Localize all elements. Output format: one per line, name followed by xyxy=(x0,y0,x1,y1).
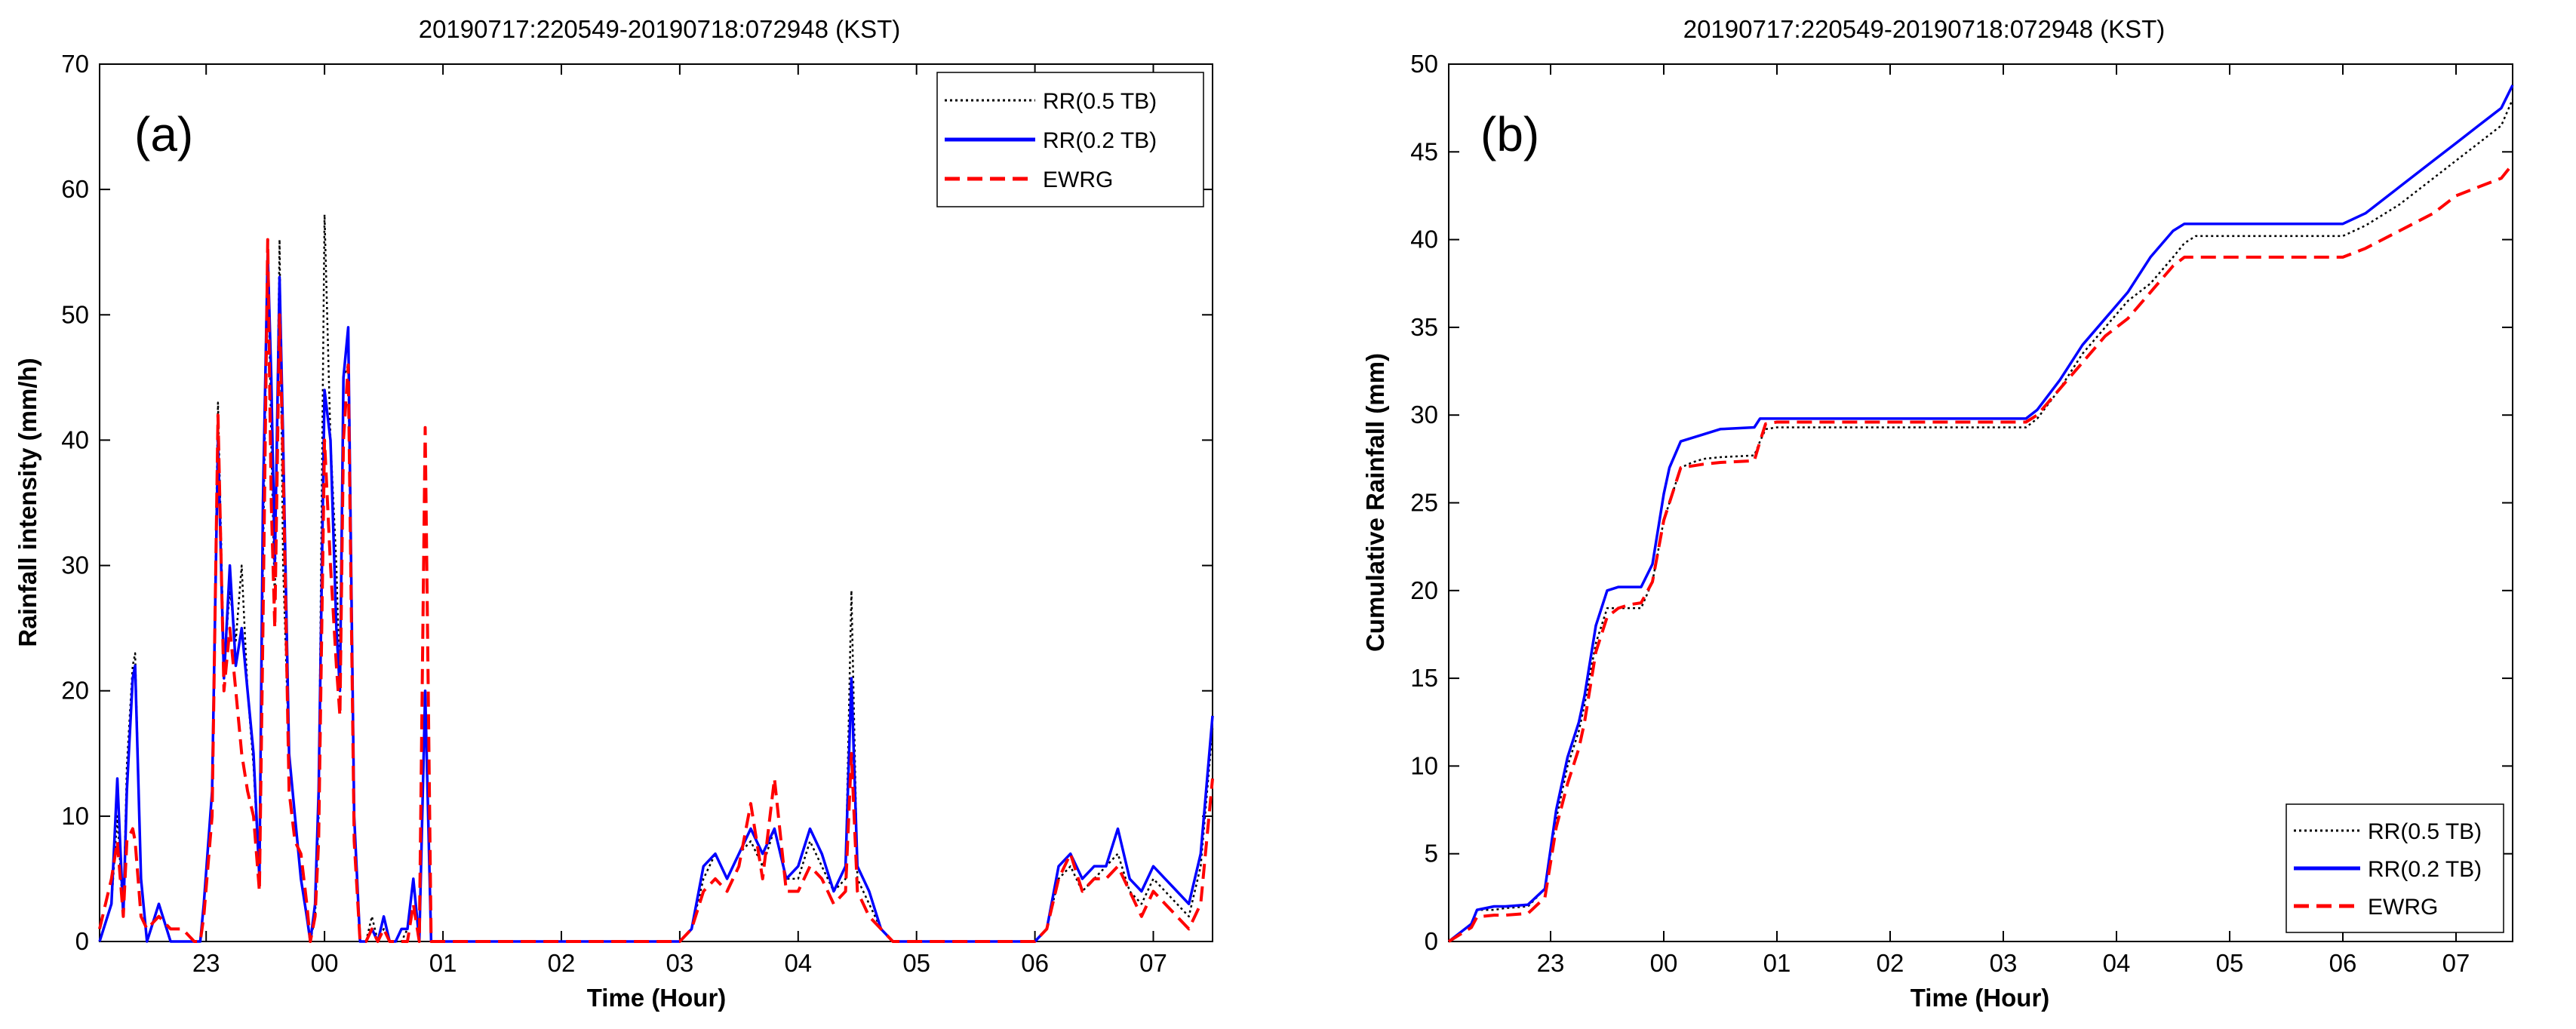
chart-b-ytick-label: 35 xyxy=(1410,313,1438,341)
chart-a-xtick-label: 05 xyxy=(902,949,930,977)
chart-a-legend: RR(0.5 TB) RR(0.2 TB) EWRG xyxy=(936,72,1204,207)
chart-a-xtick-label: 01 xyxy=(429,949,457,977)
chart-b-ytick-label: 25 xyxy=(1410,489,1438,517)
chart-a-ytick-label: 30 xyxy=(61,551,89,579)
chart-a-ytick-label: 10 xyxy=(61,802,89,830)
chart-b-ytick-label: 40 xyxy=(1410,226,1438,253)
chart-a-xtick-label: 03 xyxy=(666,949,694,977)
chart-a-legend-label-ewrg: EWRG xyxy=(1043,167,1113,192)
chart-a-ytick-label: 60 xyxy=(61,175,89,203)
chart-a-ytick-label: 20 xyxy=(61,677,89,705)
chart-b-legend-label-rr05: RR(0.5 TB) xyxy=(2368,819,2482,844)
chart-b-series-ewrg xyxy=(1447,163,2514,943)
chart-a-series xyxy=(98,213,1214,943)
chart-b-series-rr-0-2-tb xyxy=(1447,84,2514,943)
chart-b-ytick-label: 0 xyxy=(1425,927,1438,955)
chart-b-xtick-label: 04 xyxy=(2103,949,2131,977)
chart-b-legend-label-ewrg: EWRG xyxy=(2368,895,2438,920)
chart-b-xtick-label: 23 xyxy=(1537,949,1565,977)
chart-a-ytick-label: 0 xyxy=(75,927,89,955)
chart-b-title: 20190717:220549-20190718:072948 (KST) xyxy=(1683,15,2166,43)
chart-b-xtick-label: 06 xyxy=(2329,949,2357,977)
chart-b-xtick-label: 02 xyxy=(1877,949,1904,977)
chart-a-legend-label-rr02: RR(0.2 TB) xyxy=(1043,128,1157,153)
chart-b-series xyxy=(1447,84,2514,943)
chart-b-legend: RR(0.5 TB) RR(0.2 TB) EWRG xyxy=(2286,803,2504,933)
chart-a-series-rr-0-5-tb xyxy=(98,213,1214,943)
chart-b-plot-area xyxy=(1448,63,2513,942)
chart-b-xtick-label: 05 xyxy=(2216,949,2244,977)
chart-a-xtick-label: 00 xyxy=(311,949,339,977)
panel-a: 20190717:220549-20190718:072948 (KST) 23… xyxy=(14,15,1214,1012)
panel-b: 20190717:220549-20190718:072948 (KST) 23… xyxy=(1361,15,2514,1012)
chart-b-ytick-label: 5 xyxy=(1425,840,1438,868)
chart-b-ylabel: Cumulative Rainfall (mm) xyxy=(1361,353,1389,652)
chart-b-ytick-label: 50 xyxy=(1410,50,1438,78)
chart-a-panel-tag: (a) xyxy=(134,107,193,161)
chart-b-xtick-label: 00 xyxy=(1650,949,1678,977)
chart-b-xtick-label: 01 xyxy=(1763,949,1791,977)
chart-a-xtick-label: 06 xyxy=(1021,949,1049,977)
chart-a-ytick-label: 70 xyxy=(61,50,89,78)
chart-b-ytick-label: 30 xyxy=(1410,401,1438,428)
chart-a-xlabel: Time (Hour) xyxy=(587,984,727,1012)
chart-a-ylabel: Rainfall intensity (mm/h) xyxy=(14,358,41,647)
chart-a-xtick-label: 23 xyxy=(192,949,220,977)
chart-a-series-ewrg xyxy=(98,238,1214,943)
chart-b-xtick-label: 07 xyxy=(2442,949,2470,977)
chart-b-ytick-label: 10 xyxy=(1410,751,1438,779)
chart-a-title: 20190717:220549-20190718:072948 (KST) xyxy=(419,15,901,43)
chart-b-legend-label-rr02: RR(0.2 TB) xyxy=(2368,857,2482,882)
chart-b-ytick-label: 20 xyxy=(1410,576,1438,604)
chart-a-xtick-label: 07 xyxy=(1139,949,1167,977)
chart-b-panel-tag: (b) xyxy=(1480,107,1539,161)
chart-a-xtick-label: 04 xyxy=(784,949,812,977)
chart-b-ytick-label: 45 xyxy=(1410,137,1438,165)
chart-a-legend-label-rr05: RR(0.5 TB) xyxy=(1043,89,1157,114)
chart-b-series-rr-0-5-tb xyxy=(1448,99,2514,942)
chart-a-ytick-label: 50 xyxy=(61,300,89,328)
chart-a-ytick-label: 40 xyxy=(61,425,89,453)
chart-b-ytick-label: 15 xyxy=(1410,664,1438,692)
chart-a-xtick-label: 02 xyxy=(548,949,576,977)
chart-b-xlabel: Time (Hour) xyxy=(1910,984,2050,1012)
chart-b-xtick-label: 03 xyxy=(1990,949,2018,977)
chart-a-ticks: 23 00 01 02 03 04 05 06 07 0 10 20 30 40 50 60 70 xyxy=(61,50,1213,977)
